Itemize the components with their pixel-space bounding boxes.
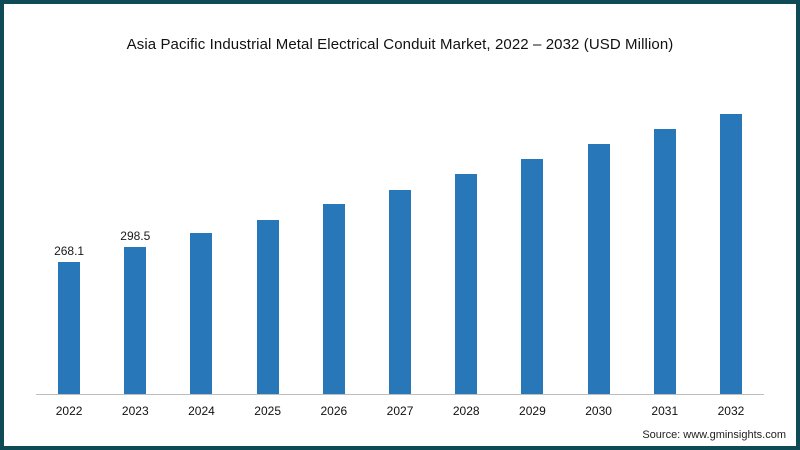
bar-column-2025 [235,220,301,394]
x-tick-2029: 2029 [519,404,546,418]
bar-2030 [587,144,610,394]
bar-column-2028 [433,174,499,394]
bar-2024 [190,233,213,394]
bar-2032 [719,114,742,394]
x-tick-2023: 2023 [121,404,149,418]
bar-column-2026 [301,204,367,394]
bar-2027 [389,190,412,394]
x-tick-2030: 2030 [585,404,612,418]
x-tick-2026: 2026 [320,404,348,418]
bar-value-label-2023: 298.5 [120,229,151,243]
bar-column-2022: 268.1 [36,244,102,394]
x-tick-2025: 2025 [254,404,281,418]
x-tick-2031: 2031 [651,404,679,418]
bar-column-2032 [698,114,764,394]
bar-2022 [58,262,81,394]
plot-area: 268.1 298.5 [36,74,764,395]
bar-column-2031 [632,129,698,394]
x-tick-2024: 2024 [188,404,215,418]
x-tick-2032: 2032 [717,404,745,418]
bar-column-2023: 298.5 [102,229,168,394]
bar-2026 [322,204,345,394]
bar-column-2030 [566,144,632,394]
bar-column-2027 [367,190,433,394]
x-tick-2022: 2022 [55,404,83,418]
chart-title: Asia Pacific Industrial Metal Electrical… [126,36,674,53]
bar-2031 [653,129,676,394]
bar-2028 [455,174,478,394]
bar-value-label-2022: 268.1 [54,244,85,258]
x-axis-ticks: 2022 2023 2024 2025 2026 2027 2028 2029 2030 2031… [36,404,764,418]
bar-2023 [124,247,147,394]
bar-column-2024 [168,233,234,394]
x-tick-2027: 2027 [386,404,414,418]
bar-2029 [521,159,544,394]
bar-column-2029 [499,159,565,394]
bar-2025 [256,220,279,394]
x-tick-2028: 2028 [452,404,480,418]
source-text: Source: www.gminsights.com [642,429,786,441]
